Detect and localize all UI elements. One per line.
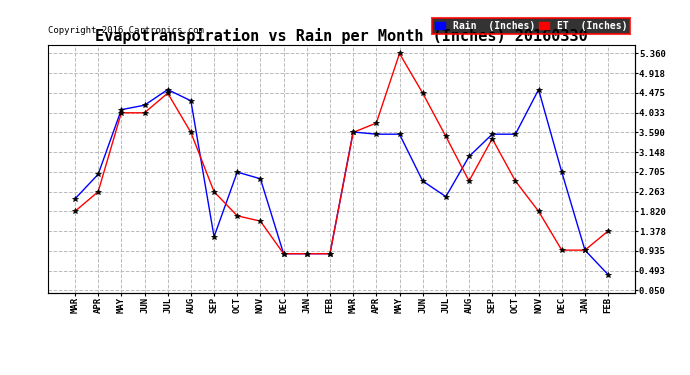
Legend: Rain  (Inches), ET  (Inches): Rain (Inches), ET (Inches) xyxy=(433,18,630,33)
Text: Copyright 2016 Cartronics.com: Copyright 2016 Cartronics.com xyxy=(48,26,204,35)
Title: Evapotranspiration vs Rain per Month (Inches) 20160330: Evapotranspiration vs Rain per Month (In… xyxy=(95,28,588,44)
